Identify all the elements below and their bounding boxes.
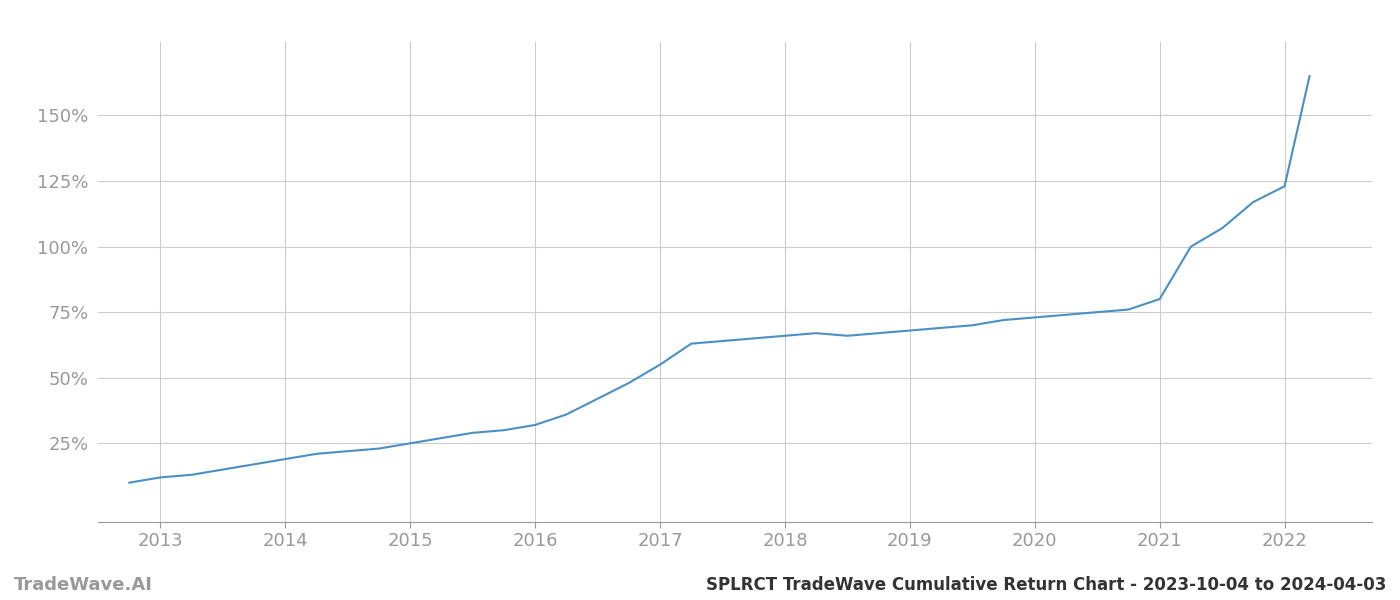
- Text: TradeWave.AI: TradeWave.AI: [14, 576, 153, 594]
- Text: SPLRCT TradeWave Cumulative Return Chart - 2023-10-04 to 2024-04-03: SPLRCT TradeWave Cumulative Return Chart…: [706, 576, 1386, 594]
